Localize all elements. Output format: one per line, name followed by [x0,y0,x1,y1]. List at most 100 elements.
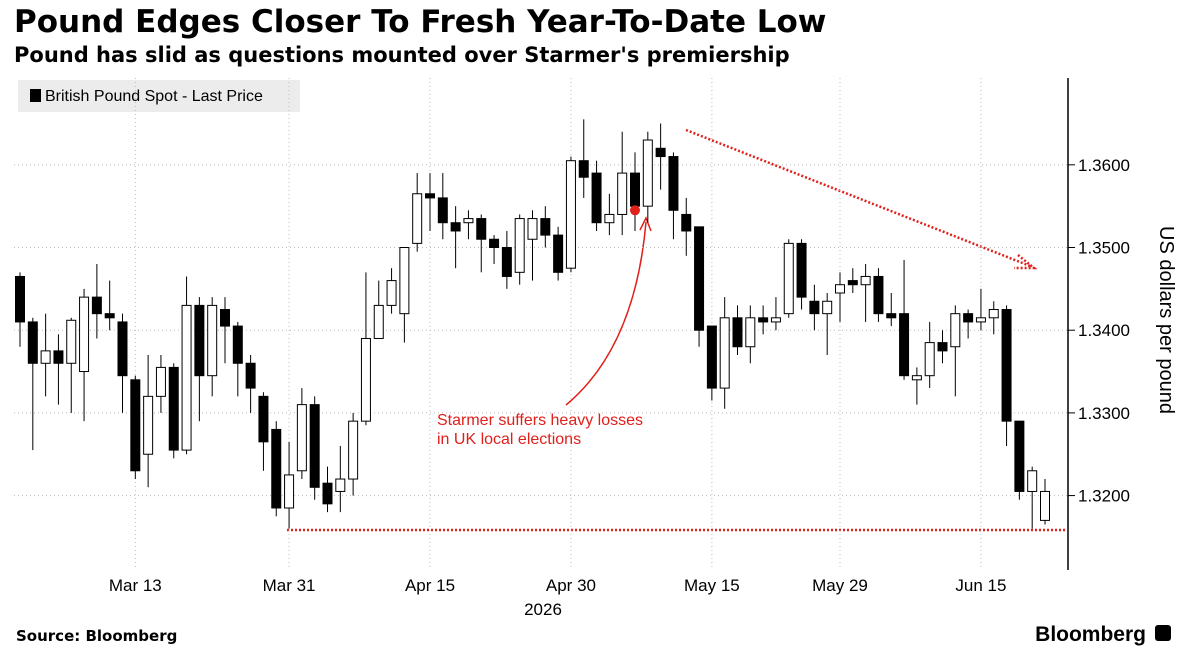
candle-body [335,478,346,492]
candle-body [207,304,218,377]
candle-body [783,242,794,315]
candle-body [220,309,230,327]
candle-body [668,156,679,211]
candle-body [514,218,525,273]
trend-arrow [685,128,1031,268]
candle-body [40,350,51,364]
candle-body [565,160,576,269]
candle-body [694,226,705,331]
candle-body [117,321,128,377]
candle-body [642,139,653,207]
candle-body [296,404,307,472]
candle-body [463,218,474,224]
x-tick-label: May 29 [812,576,868,595]
candle-body [924,342,935,377]
candle-body [950,313,961,348]
candle-body [271,428,282,509]
candle-body [617,172,628,215]
x-tick-label: May 15 [684,576,740,595]
annotation-point [630,205,640,216]
annotation-text: Starmer suffers heavy losses [437,412,643,429]
candle-body [348,420,359,480]
candle-body [937,342,948,352]
candle-body [591,172,602,224]
candle-body [322,482,333,505]
trend-arrow-head [1014,254,1038,270]
candle-body [655,147,666,158]
source: Source: Bloomberg [16,627,177,645]
logo-icon [1155,625,1171,641]
candle-body [540,218,551,236]
candle-body [284,474,295,509]
candle-body [15,275,25,323]
candle-body [873,275,884,315]
candle-body [822,300,833,315]
candle-body [386,280,397,306]
candle-body [360,337,371,422]
y-axis-label: US dollars per pound [1155,226,1177,414]
candle-body [988,309,999,319]
x-tick-label: Apr 30 [546,576,596,595]
candle-body [425,193,435,199]
candle-body [437,197,448,224]
candle-body [604,213,615,224]
candle-body [886,313,897,319]
candle-body [130,379,141,472]
candle-body [309,404,320,488]
candle-body [1040,490,1050,521]
candle-body [194,304,205,377]
candle-body [1001,309,1012,422]
candle-body [527,218,538,240]
candle-body [245,362,256,389]
candle-body [412,193,423,244]
candle-body [681,213,692,232]
candle-body [168,366,179,451]
candle-body [745,317,756,348]
candle-body [630,172,640,207]
candle-body [53,350,64,364]
candle-body [104,313,115,319]
candle-body [553,234,564,273]
legend-box [18,80,300,112]
candle-body [450,222,461,232]
candle-body [181,304,192,451]
x-tick-label: Mar 31 [263,576,316,595]
x-year-label: 2026 [524,600,562,619]
y-tick-label: 1.3400 [1078,321,1130,340]
candle-body [809,300,820,315]
candle-body [796,242,807,298]
candle-body [1027,470,1038,492]
candle-body [1014,420,1025,492]
candle-body [232,325,243,364]
x-tick-label: Apr 15 [405,576,455,595]
legend-swatch [30,89,41,102]
chart-title: Pound Edges Closer To Fresh Year-To-Date… [14,4,826,40]
candle-body [501,247,512,277]
legend-label: British Pound Spot - Last Price [45,88,263,105]
candle-body [79,296,90,373]
annotation-arrow [565,221,647,406]
candle-body [706,325,717,389]
candle-body [719,317,730,389]
y-tick-label: 1.3200 [1078,487,1130,506]
candle-body [143,395,154,455]
candle-body [963,313,974,323]
logo: Bloomberg [1035,623,1146,646]
candle-body [758,317,769,323]
annotation-arrow-head [639,216,652,232]
candle-body [770,317,781,323]
chart-subtitle: Pound has slid as questions mounted over… [14,43,790,67]
candle-body [911,375,922,381]
candle-body [399,247,410,315]
y-tick-label: 1.3300 [1078,404,1130,423]
candle-body [835,284,845,294]
candle-body [373,304,384,339]
candle-body [899,313,910,377]
x-tick-label: Jun 15 [955,576,1006,595]
candle-body [847,280,858,286]
candle-body [66,319,77,364]
candle-body [258,395,269,443]
grid [14,78,1068,570]
